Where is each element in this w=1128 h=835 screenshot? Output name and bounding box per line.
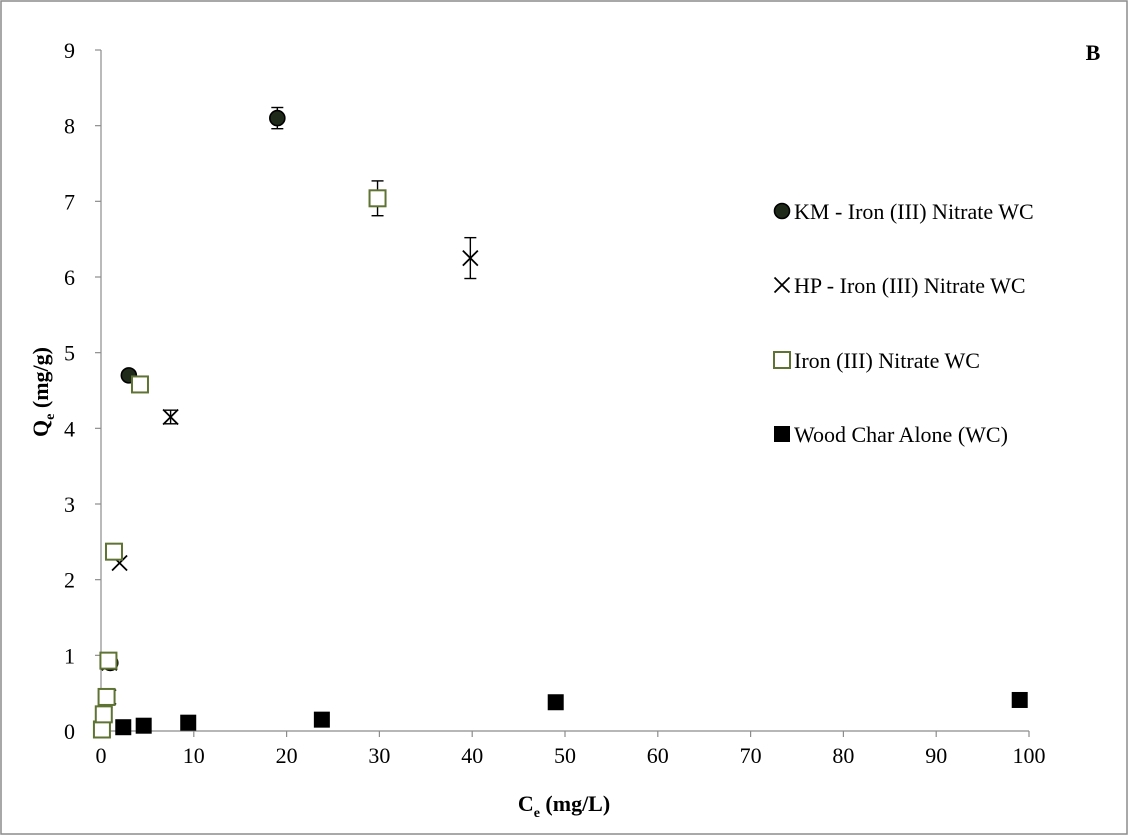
data-point	[547, 694, 564, 711]
y-tick-label: 5	[64, 341, 75, 366]
data-point	[135, 717, 152, 734]
data-marks	[92, 109, 1028, 739]
y-tick-label: 9	[64, 38, 75, 63]
y-tick-label: 3	[64, 492, 75, 517]
data-point	[269, 109, 286, 127]
y-tick-label: 4	[64, 416, 75, 441]
legend-marker	[774, 426, 790, 442]
data-point	[130, 375, 149, 394]
legend-label: Wood Char Alone (WC)	[794, 422, 1008, 447]
y-tick-label: 6	[64, 265, 75, 290]
y-tick-label: 7	[64, 189, 75, 214]
legend-label: HP - Iron (III) Nitrate WC	[794, 273, 1026, 298]
axes: 0 10 20 30 40 50 60 70 80 90 100 0 1 2 3 4 5 6 7 8 9	[64, 38, 1046, 768]
y-tick-label: 2	[64, 568, 75, 593]
x-axis-title: Ce (mg/L)	[518, 791, 610, 821]
x-tick-label: 10	[183, 743, 205, 768]
x-axis-title-unit: (mg/L)	[540, 791, 610, 816]
data-point	[92, 720, 111, 739]
data-point	[97, 687, 116, 706]
data-point	[1011, 691, 1028, 708]
data-point	[462, 249, 479, 267]
x-tick-label: 100	[1013, 743, 1046, 768]
x-axis-title-subscript: e	[534, 806, 540, 821]
legend-label: KM - Iron (III) Nitrate WC	[794, 199, 1034, 224]
legend-marker	[773, 276, 791, 294]
legend-item: KM - Iron (III) Nitrate WC	[773, 199, 1034, 224]
x-tick-label: 30	[368, 743, 390, 768]
x-tick-label: 40	[461, 743, 483, 768]
x-tick-label: 70	[740, 743, 762, 768]
y-axis-title-main: Q	[28, 420, 53, 437]
x-axis-title-main: C	[518, 791, 534, 816]
panel-label: B	[1086, 40, 1101, 65]
legend-item: Iron (III) Nitrate WC	[773, 348, 980, 373]
x-tick-label: 20	[276, 743, 298, 768]
y-axis-title-subscript: e	[43, 414, 58, 420]
x-tick-label: 60	[647, 743, 669, 768]
legend-item: Wood Char Alone (WC)	[774, 422, 1008, 447]
data-point	[180, 714, 197, 731]
y-tick-label: 1	[64, 643, 75, 668]
x-tick-label: 50	[554, 743, 576, 768]
y-axis-title-unit: (mg/g)	[28, 347, 53, 414]
data-point	[99, 651, 118, 670]
y-tick-label: 0	[64, 719, 75, 744]
data-point	[94, 705, 113, 724]
legend-item: HP - Iron (III) Nitrate WC	[773, 273, 1026, 298]
data-point	[162, 408, 179, 426]
y-axis-title: Qe (mg/g)	[28, 347, 58, 437]
data-point	[104, 542, 123, 561]
legend-marker	[773, 202, 791, 220]
data-point	[368, 189, 387, 208]
legend-label: Iron (III) Nitrate WC	[794, 348, 980, 373]
legend-marker	[773, 351, 791, 369]
x-tick-label: 90	[925, 743, 947, 768]
data-point	[313, 711, 330, 728]
legend: KM - Iron (III) Nitrate WC HP - Iron (III…	[773, 199, 1034, 447]
x-tick-label: 0	[96, 743, 107, 768]
x-tick-label: 80	[832, 743, 854, 768]
data-point	[115, 719, 132, 736]
y-tick-label: 8	[64, 114, 75, 139]
